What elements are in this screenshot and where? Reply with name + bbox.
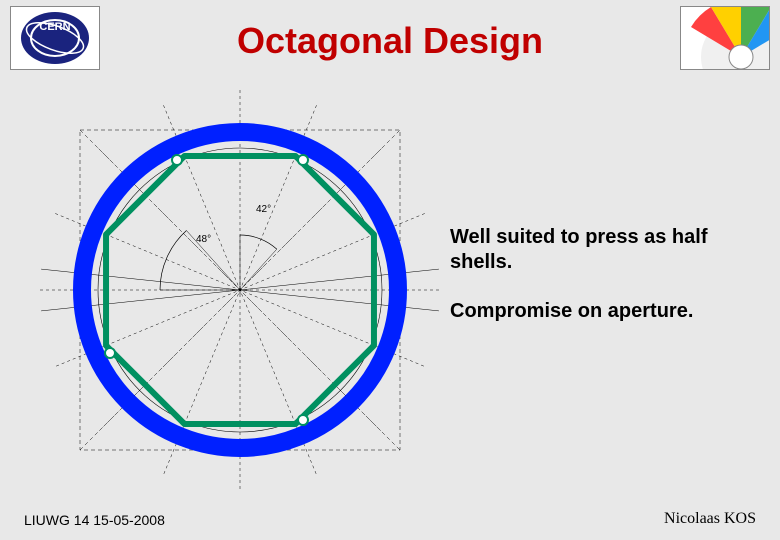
octagon-diagram: 42° 48° [40,90,440,490]
footer-right: Nicolaas KOS [664,510,756,528]
bullet-1: Well suited to press as half shells. [450,225,760,275]
bullet-2: Compromise on aperture. [450,299,760,324]
footer-left: LIUWG 14 15-05-2008 [24,512,165,528]
page-title: Octagonal Design [0,20,780,62]
bullet-list: Well suited to press as half shells. Com… [450,225,760,348]
angle-label-48: 48° [196,234,211,245]
angle-label-42: 42° [256,204,271,215]
